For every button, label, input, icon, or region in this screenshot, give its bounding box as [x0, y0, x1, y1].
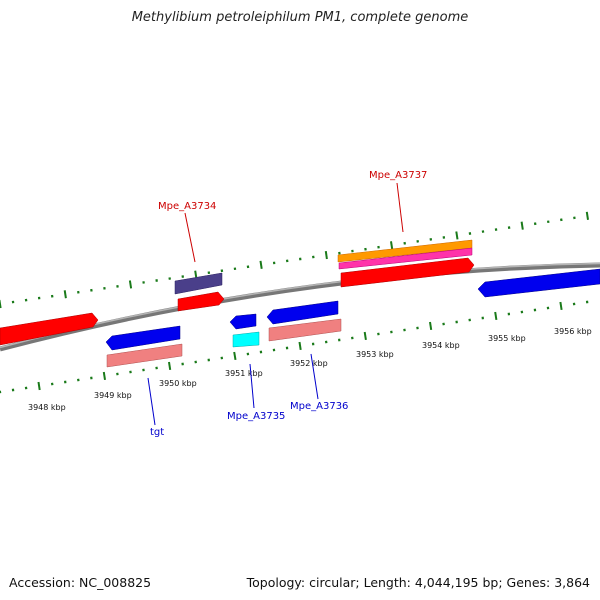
- dark-feature-upper[interactable]: [174, 272, 223, 295]
- scale-label: 3951 kbp: [225, 369, 263, 378]
- scale-label: 3954 kbp: [422, 341, 460, 350]
- reverse-cds-mpe-a3735[interactable]: [229, 313, 257, 330]
- reverse-cds-tgt[interactable]: [105, 325, 181, 351]
- accession-text: Accession: NC_008825: [9, 575, 152, 590]
- genome-summary-text: Topology: circular; Length: 4,044,195 bp…: [246, 575, 590, 590]
- major-tick: [455, 231, 459, 240]
- gene-label-mpe-a3737[interactable]: Mpe_A3737: [369, 170, 427, 181]
- scale-label: 3955 kbp: [488, 334, 526, 343]
- major-tick: [520, 221, 524, 230]
- scale-label: 3949 kbp: [94, 391, 132, 400]
- major-tick: [128, 280, 133, 289]
- magenta-feature[interactable]: [338, 247, 473, 270]
- connector-line: [310, 353, 319, 400]
- major-tick: [390, 241, 394, 250]
- scale-label: 3948 kbp: [28, 403, 66, 412]
- gene-label-mpe-a3735[interactable]: Mpe_A3735: [227, 411, 285, 422]
- major-tick: [494, 311, 498, 321]
- lower-tick-track: [0, 300, 589, 394]
- major-tick: [585, 211, 589, 220]
- scale-label: 3950 kbp: [159, 379, 197, 388]
- major-tick: [37, 381, 41, 391]
- reverse-cds-mpe-a3736[interactable]: [266, 300, 339, 325]
- forward-cds-mpe-a3734[interactable]: [177, 291, 225, 312]
- major-tick: [324, 250, 328, 260]
- forward-cds-left[interactable]: [0, 312, 99, 346]
- gene-label-mpe-a3734[interactable]: Mpe_A3734: [158, 201, 216, 212]
- major-tick: [102, 371, 106, 381]
- salmon-feature-mpe-a3736[interactable]: [268, 318, 342, 342]
- forward-cds-mpe-a3737[interactable]: [340, 257, 475, 288]
- major-tick: [233, 351, 237, 361]
- connector-line: [184, 212, 196, 263]
- map-title: Methylibium petroleiphilum PM1, complete…: [131, 10, 469, 25]
- cyan-feature[interactable]: [232, 331, 260, 348]
- scale-label: 3952 kbp: [290, 359, 328, 368]
- major-tick: [0, 299, 2, 309]
- connector-line: [396, 182, 404, 233]
- gene-label-mpe-a3736[interactable]: Mpe_A3736: [290, 401, 348, 412]
- major-tick: [429, 321, 433, 331]
- connector-line: [249, 363, 255, 409]
- major-tick: [63, 290, 67, 299]
- major-tick: [259, 260, 263, 269]
- reverse-cds-right[interactable]: [477, 268, 600, 298]
- scale-label: 3953 kbp: [356, 350, 394, 359]
- major-tick: [363, 331, 367, 341]
- major-tick: [168, 361, 172, 371]
- salmon-feature-tgt[interactable]: [106, 343, 183, 368]
- major-tick: [559, 301, 563, 311]
- scale-label: 3956 kbp: [554, 327, 592, 336]
- major-tick: [298, 341, 302, 351]
- connector-line: [147, 377, 156, 426]
- upper-tick-track: [0, 211, 589, 309]
- gene-label-tgt[interactable]: tgt: [150, 427, 164, 438]
